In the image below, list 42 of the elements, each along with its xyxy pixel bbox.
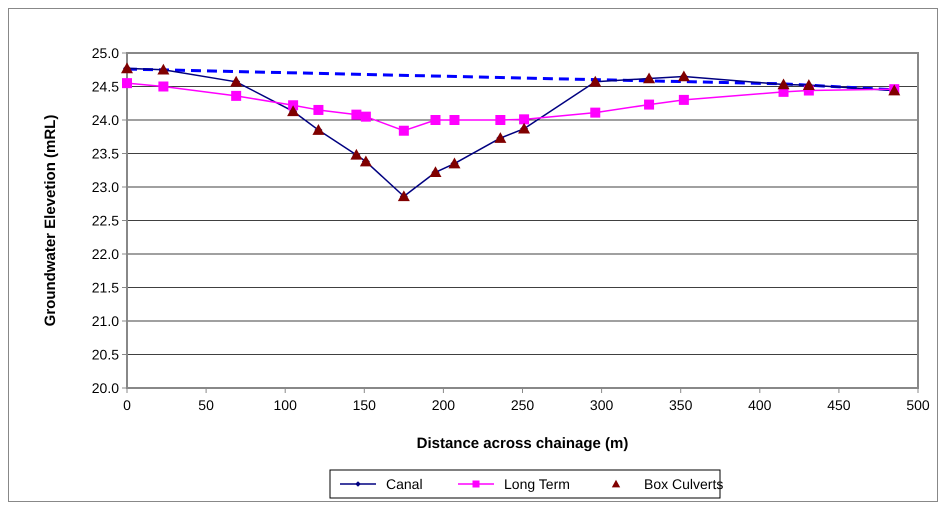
- legend-label: Canal: [386, 476, 423, 492]
- x-tick-label: 450: [827, 397, 851, 413]
- point: [678, 94, 689, 105]
- y-tick-label: 23.0: [92, 178, 120, 195]
- point: [430, 115, 440, 125]
- x-tick-label: 250: [510, 397, 534, 413]
- x-tick-label: 100: [274, 397, 298, 413]
- x-tick-label: 500: [906, 397, 930, 413]
- y-tick-label: 24.5: [92, 78, 120, 94]
- point: [495, 115, 506, 125]
- y-tick-label: 22.0: [92, 246, 120, 262]
- y-axis-title: Groundwater Elevetion (mRL): [42, 114, 59, 326]
- point: [360, 112, 371, 122]
- y-tick-label: 22.5: [92, 212, 120, 228]
- y-tick-label: 20.0: [92, 380, 120, 396]
- point: [158, 82, 168, 92]
- x-tick-label: 300: [590, 397, 614, 413]
- point: [429, 166, 442, 178]
- y-tick-label: 20.5: [92, 346, 120, 362]
- point: [398, 126, 409, 136]
- x-tick-label: 50: [198, 397, 214, 413]
- y-tick-label: 24.0: [92, 112, 120, 128]
- point: [449, 115, 460, 125]
- point: [590, 108, 600, 118]
- y-tick-label: 21.0: [92, 312, 120, 329]
- point: [644, 100, 654, 110]
- point: [778, 78, 790, 90]
- y-tick-label: 21.5: [92, 279, 120, 296]
- point: [231, 90, 242, 101]
- y-tick-label: 23.5: [92, 145, 120, 162]
- y-tick-label: 25.0: [92, 44, 120, 61]
- x-tick-label: 400: [748, 397, 772, 413]
- legend-label: Long Term: [504, 476, 570, 492]
- x-tick-label: 200: [432, 397, 456, 413]
- point: [122, 78, 132, 88]
- x-tick-label: 0: [123, 397, 132, 413]
- point: [519, 114, 530, 124]
- x-tick-label: 150: [352, 397, 376, 413]
- point: [351, 110, 362, 120]
- x-tick-label: 350: [669, 397, 693, 413]
- x-axis-title: Distance across chainage (m): [416, 435, 628, 452]
- point: [313, 104, 324, 115]
